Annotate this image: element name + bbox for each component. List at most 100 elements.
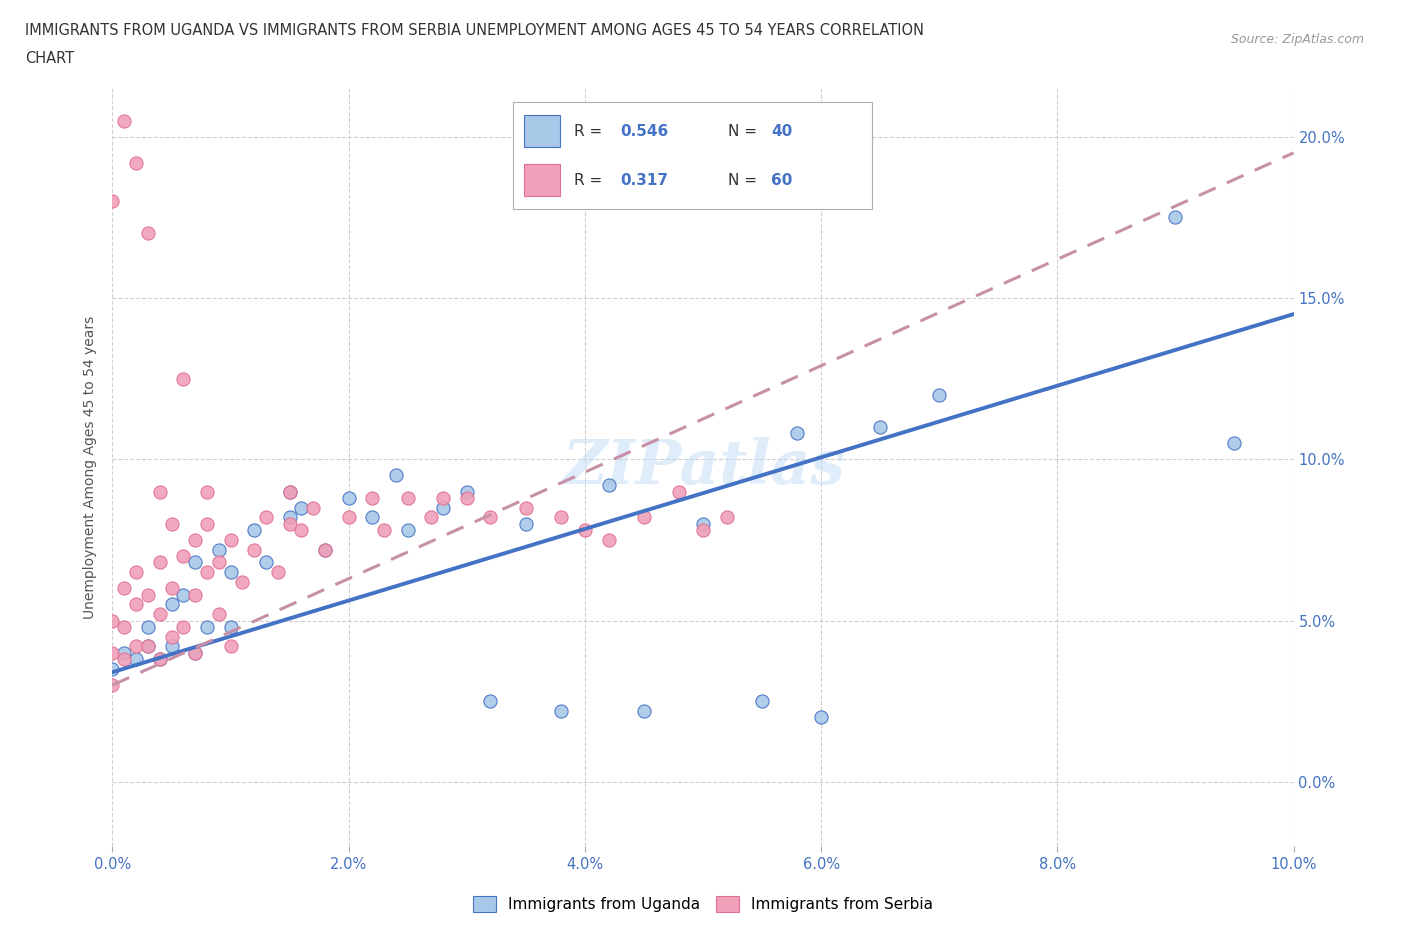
Point [361, 510, 384, 525]
Point [125, 597, 148, 612]
Point [692, 523, 714, 538]
Point [420, 510, 443, 525]
Point [208, 542, 231, 557]
Point [184, 555, 207, 570]
Text: 0.546: 0.546 [621, 124, 669, 139]
Point [243, 523, 266, 538]
Point [479, 510, 502, 525]
Point [219, 619, 242, 634]
Text: 40: 40 [772, 124, 793, 139]
Point [432, 490, 454, 505]
Point [231, 575, 253, 590]
Point [598, 533, 620, 548]
Point [112, 581, 135, 596]
Text: Source: ZipAtlas.com: Source: ZipAtlas.com [1230, 33, 1364, 46]
Point [550, 703, 572, 718]
Point [1223, 435, 1246, 450]
Point [125, 652, 148, 667]
Point [278, 485, 301, 499]
Text: N =: N = [728, 124, 762, 139]
Point [243, 542, 266, 557]
Point [160, 639, 183, 654]
Point [101, 645, 124, 660]
Point [136, 587, 159, 602]
Point [385, 468, 408, 483]
Point [396, 490, 419, 505]
Point [160, 597, 183, 612]
Point [314, 542, 336, 557]
Point [290, 500, 312, 515]
Text: 60: 60 [772, 173, 793, 188]
Point [160, 581, 183, 596]
Point [928, 387, 950, 402]
Point [112, 113, 135, 128]
Legend: Immigrants from Uganda, Immigrants from Serbia: Immigrants from Uganda, Immigrants from … [467, 890, 939, 918]
Text: 0.317: 0.317 [621, 173, 669, 188]
Point [219, 639, 242, 654]
Point [692, 516, 714, 531]
Point [254, 510, 277, 525]
Point [184, 587, 207, 602]
Text: IMMIGRANTS FROM UGANDA VS IMMIGRANTS FROM SERBIA UNEMPLOYMENT AMONG AGES 45 TO 5: IMMIGRANTS FROM UGANDA VS IMMIGRANTS FRO… [25, 23, 924, 38]
Point [337, 510, 360, 525]
Point [869, 419, 891, 434]
Bar [524, 165, 560, 196]
Point [184, 533, 207, 548]
Point [195, 565, 218, 579]
Point [302, 500, 325, 515]
Text: ZIPatlas: ZIPatlas [561, 437, 845, 498]
Point [101, 193, 124, 208]
Point [136, 639, 159, 654]
Text: R =: R = [574, 124, 607, 139]
Point [112, 619, 135, 634]
Point [125, 155, 148, 170]
Point [136, 639, 159, 654]
Point [278, 485, 301, 499]
Point [278, 516, 301, 531]
Point [361, 490, 384, 505]
Point [136, 619, 159, 634]
Point [149, 555, 172, 570]
Point [598, 478, 620, 493]
Point [633, 510, 655, 525]
Point [278, 510, 301, 525]
Point [633, 703, 655, 718]
Point [515, 500, 537, 515]
Point [550, 510, 572, 525]
Point [432, 500, 454, 515]
Point [515, 516, 537, 531]
Point [149, 485, 172, 499]
Point [172, 549, 194, 564]
Point [195, 485, 218, 499]
Point [267, 565, 290, 579]
Point [195, 516, 218, 531]
Point [101, 678, 124, 693]
Point [668, 485, 690, 499]
Point [184, 645, 207, 660]
Text: CHART: CHART [25, 51, 75, 66]
Point [810, 710, 832, 724]
Point [574, 523, 596, 538]
Point [208, 555, 231, 570]
Point [184, 645, 207, 660]
Point [290, 523, 312, 538]
Point [208, 606, 231, 621]
Point [195, 619, 218, 634]
Point [314, 542, 336, 557]
Point [751, 694, 773, 709]
Point [101, 613, 124, 628]
Point [373, 523, 395, 538]
Point [172, 587, 194, 602]
Point [112, 652, 135, 667]
Y-axis label: Unemployment Among Ages 45 to 54 years: Unemployment Among Ages 45 to 54 years [83, 315, 97, 619]
Point [716, 510, 738, 525]
Bar [524, 115, 560, 147]
Point [125, 565, 148, 579]
Point [172, 371, 194, 386]
Point [149, 652, 172, 667]
Text: R =: R = [574, 173, 612, 188]
Point [337, 490, 360, 505]
Point [160, 516, 183, 531]
Point [254, 555, 277, 570]
Point [479, 694, 502, 709]
